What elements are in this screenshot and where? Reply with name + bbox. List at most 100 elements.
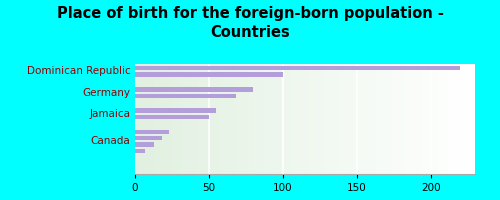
Bar xyxy=(203,64,204,174)
Bar xyxy=(135,149,145,153)
Bar xyxy=(169,64,170,174)
Bar xyxy=(342,64,344,174)
Bar xyxy=(249,64,250,174)
Text: Jamaica: Jamaica xyxy=(90,109,130,119)
Bar xyxy=(284,64,286,174)
Bar xyxy=(159,64,160,174)
Bar xyxy=(157,64,159,174)
Bar xyxy=(330,64,332,174)
Bar xyxy=(453,64,454,174)
Bar xyxy=(463,64,465,174)
Bar xyxy=(298,64,300,174)
Bar xyxy=(154,64,156,174)
Bar xyxy=(176,64,178,174)
Bar xyxy=(200,64,202,174)
Bar xyxy=(334,64,336,174)
Bar xyxy=(278,64,280,174)
Bar xyxy=(368,64,370,174)
Bar xyxy=(354,64,356,174)
Bar xyxy=(198,64,200,174)
Bar xyxy=(218,64,220,174)
Bar xyxy=(310,64,312,174)
Bar xyxy=(454,64,456,174)
Bar xyxy=(212,64,213,174)
Bar xyxy=(296,64,298,174)
Bar xyxy=(184,64,186,174)
Bar xyxy=(386,64,388,174)
Bar xyxy=(148,64,150,174)
Bar xyxy=(142,64,144,174)
Bar xyxy=(262,64,264,174)
Bar xyxy=(292,64,293,174)
Bar xyxy=(172,64,174,174)
Text: Place of birth for the foreign-born population -
Countries: Place of birth for the foreign-born popu… xyxy=(56,6,444,40)
Bar xyxy=(395,64,397,174)
Bar xyxy=(208,64,210,174)
Bar xyxy=(188,64,190,174)
Bar xyxy=(191,64,193,174)
Bar xyxy=(412,64,414,174)
Bar xyxy=(336,64,338,174)
Bar xyxy=(228,64,230,174)
Bar xyxy=(361,64,363,174)
Bar xyxy=(254,64,256,174)
Bar xyxy=(417,64,419,174)
Bar xyxy=(261,64,262,174)
Bar xyxy=(305,64,306,174)
Bar xyxy=(302,64,304,174)
Bar xyxy=(237,64,238,174)
Bar xyxy=(394,64,395,174)
Bar xyxy=(288,64,290,174)
Bar xyxy=(358,64,360,174)
Text: Dominican Republic: Dominican Republic xyxy=(27,66,130,76)
Bar xyxy=(398,64,400,174)
Bar xyxy=(135,136,162,140)
Bar xyxy=(204,64,206,174)
Bar xyxy=(376,64,378,174)
Bar xyxy=(416,64,417,174)
Bar xyxy=(380,64,382,174)
Bar xyxy=(329,64,330,174)
Bar xyxy=(224,64,225,174)
Bar xyxy=(213,64,215,174)
Bar xyxy=(429,64,431,174)
Bar xyxy=(392,64,394,174)
Bar xyxy=(420,64,422,174)
Bar xyxy=(306,64,308,174)
Bar xyxy=(135,108,216,113)
Bar xyxy=(442,64,444,174)
Bar xyxy=(474,64,475,174)
Text: Canada: Canada xyxy=(91,136,130,146)
Bar xyxy=(145,64,147,174)
Bar xyxy=(210,64,212,174)
Bar xyxy=(259,64,261,174)
Bar xyxy=(370,64,372,174)
Bar xyxy=(440,64,441,174)
Bar xyxy=(344,64,346,174)
Bar xyxy=(364,64,366,174)
Bar xyxy=(202,64,203,174)
Bar xyxy=(410,64,412,174)
Bar xyxy=(144,64,145,174)
Bar xyxy=(432,64,434,174)
Bar xyxy=(244,64,246,174)
Bar xyxy=(182,64,184,174)
Bar xyxy=(324,64,326,174)
Bar xyxy=(193,64,194,174)
Bar xyxy=(152,64,154,174)
Bar xyxy=(431,64,432,174)
Bar xyxy=(170,64,172,174)
Bar xyxy=(352,64,354,174)
Bar xyxy=(388,64,390,174)
Bar xyxy=(166,64,168,174)
Bar xyxy=(317,64,318,174)
Bar xyxy=(276,64,278,174)
Bar xyxy=(222,64,224,174)
Bar xyxy=(460,64,462,174)
Bar xyxy=(283,64,284,174)
Bar xyxy=(135,64,136,174)
Bar xyxy=(348,64,349,174)
Bar xyxy=(363,64,364,174)
Bar xyxy=(326,64,327,174)
Bar xyxy=(150,64,152,174)
